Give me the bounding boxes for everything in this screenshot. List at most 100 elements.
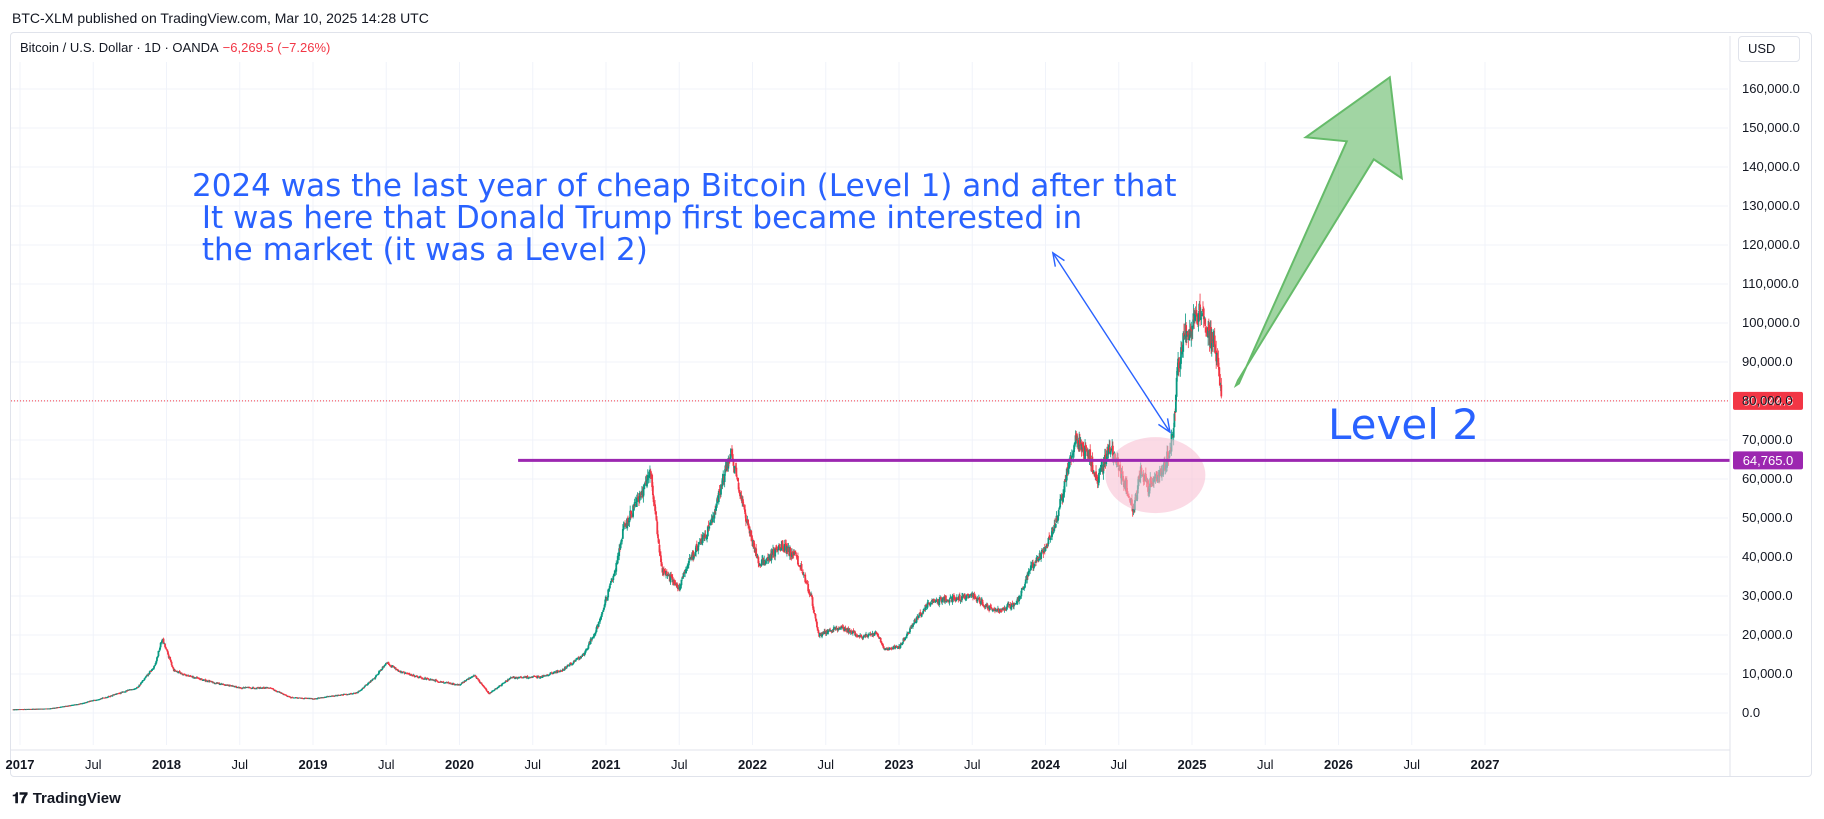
symbol-legend[interactable]: Bitcoin / U.S. Dollar · 1D · OANDA −6,269… <box>20 40 330 55</box>
candle-body <box>635 497 638 507</box>
time-tick-label: Jul <box>817 757 834 772</box>
time-tick-label: 2025 <box>1178 757 1207 772</box>
candle-body <box>1010 606 1012 609</box>
candles <box>12 293 1223 711</box>
candle-body <box>665 571 668 577</box>
candle-body <box>255 688 258 690</box>
candle-body <box>1105 460 1108 465</box>
candle-body <box>187 675 190 677</box>
candle-body <box>150 669 153 672</box>
candle-body <box>1172 428 1175 438</box>
candle-body <box>1051 529 1054 531</box>
candle-body <box>421 678 424 680</box>
candle-body <box>584 650 587 653</box>
candle-body <box>169 656 172 661</box>
candle-body <box>407 673 410 675</box>
candle-body <box>163 643 166 645</box>
candle-body <box>1033 564 1036 567</box>
candle-body <box>1098 472 1100 483</box>
candle-body <box>646 479 648 487</box>
candle-body <box>1063 480 1066 493</box>
candle-body <box>154 663 157 666</box>
candle-body <box>921 613 924 615</box>
candle-body <box>681 577 684 579</box>
candle-body <box>638 499 640 503</box>
price-tick-label: 0.0 <box>1742 705 1760 720</box>
candle-body <box>1062 491 1065 495</box>
candle-body <box>720 484 722 495</box>
candle-body <box>687 561 690 566</box>
candle-body <box>1199 304 1201 321</box>
tradingview-footer[interactable]: 𝟏𝟕 TradingView <box>12 790 121 807</box>
candle-body <box>591 637 593 640</box>
candle-body <box>923 610 926 612</box>
candle-body <box>736 477 739 482</box>
candle-body <box>386 662 388 664</box>
candle-body <box>1191 325 1194 330</box>
candle-body <box>924 604 927 610</box>
candle-body <box>98 699 101 701</box>
candle-body <box>618 548 621 557</box>
candle-body <box>894 646 897 649</box>
candle-body <box>572 661 575 664</box>
candle-body <box>482 685 484 687</box>
candle-body <box>837 627 840 631</box>
candle-body <box>950 597 952 599</box>
time-tick-label: Jul <box>378 757 395 772</box>
price-tick-label: 70,000.0 <box>1742 432 1793 447</box>
candle-body <box>954 598 957 601</box>
candle-body <box>416 676 419 678</box>
candle-body <box>165 648 168 650</box>
candle-body <box>610 581 613 583</box>
candle-body <box>742 499 744 504</box>
candle-body <box>974 596 977 599</box>
time-tick-label: 2021 <box>592 757 621 772</box>
currency-selector[interactable]: USD <box>1738 36 1800 62</box>
candle-body <box>561 670 563 672</box>
candle-body <box>1177 361 1180 369</box>
candle-body <box>1006 604 1009 608</box>
candle-body <box>802 572 804 575</box>
candle-body <box>709 523 712 525</box>
candle-body <box>649 470 652 473</box>
candle-body <box>1062 494 1064 502</box>
price-tick-label: 160,000.0 <box>1742 81 1800 96</box>
candle-body <box>295 697 298 699</box>
candle-body <box>671 575 673 578</box>
candle-body <box>147 673 150 676</box>
candle-body <box>659 552 662 556</box>
candle-body <box>700 538 703 544</box>
candle-body <box>851 630 854 634</box>
candle-body <box>363 686 366 688</box>
candle-body <box>901 642 904 645</box>
candle-body <box>905 636 908 638</box>
candle-body <box>383 666 385 668</box>
candle-body <box>348 693 351 695</box>
candle-body <box>428 679 431 681</box>
candle-body <box>881 643 884 645</box>
candle-body <box>375 675 377 678</box>
candle-body <box>984 605 987 608</box>
candle-body <box>152 668 155 670</box>
candle-body <box>815 618 818 622</box>
candle-body <box>545 675 547 677</box>
candle-body <box>1183 333 1185 337</box>
candle-body <box>588 642 591 645</box>
candle-body <box>507 679 510 681</box>
candle-body <box>475 676 478 679</box>
candle-body <box>964 599 967 601</box>
candle-body <box>838 628 841 630</box>
candle-body <box>1109 451 1112 455</box>
candle-body <box>673 580 676 584</box>
candle-body <box>792 553 795 556</box>
candle-body <box>366 684 369 686</box>
candle-body <box>693 555 696 557</box>
candle-body <box>204 679 207 682</box>
candle-body <box>791 552 793 557</box>
candle-body <box>1034 561 1037 564</box>
candle-body <box>141 680 144 683</box>
candle-body <box>955 600 958 602</box>
candle-body <box>1220 384 1223 397</box>
candle-body <box>810 595 813 597</box>
